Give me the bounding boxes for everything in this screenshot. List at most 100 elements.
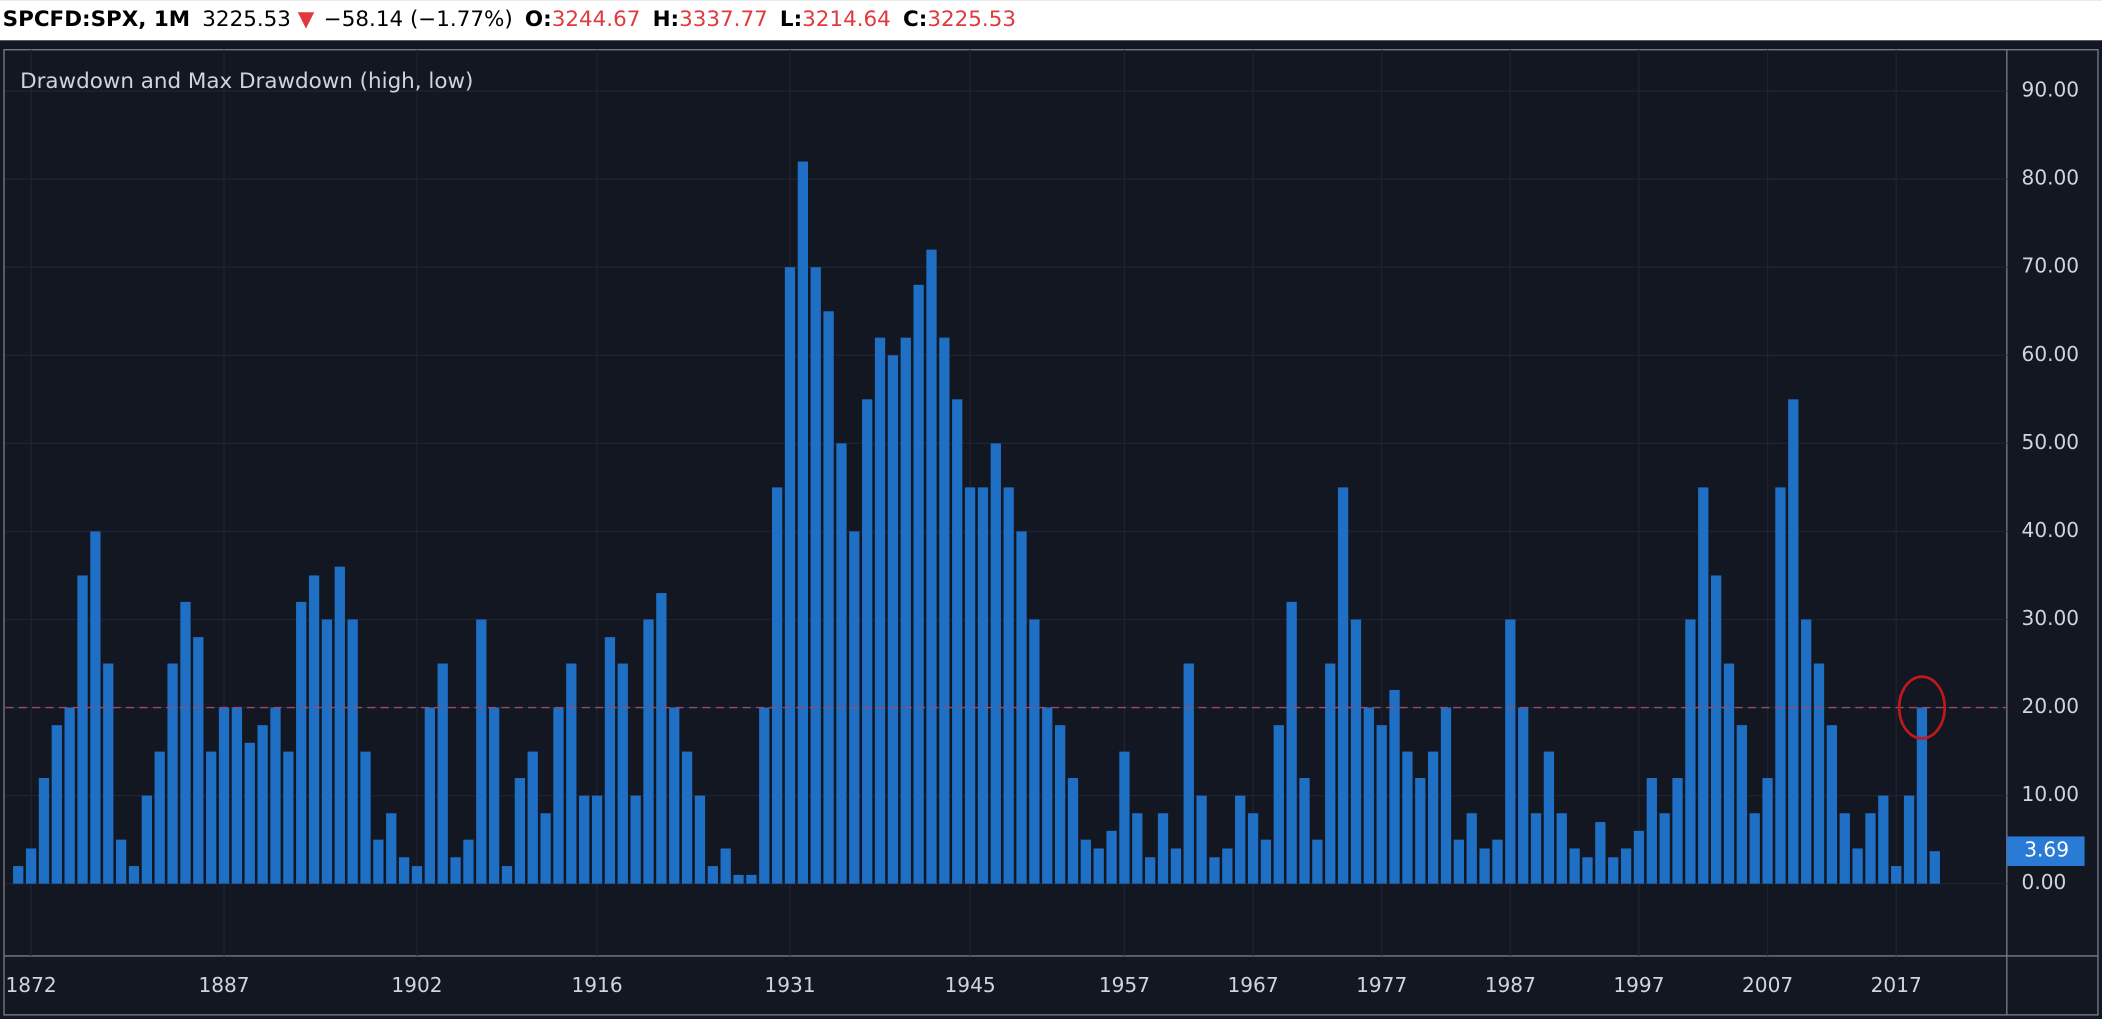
x-tick-label: 1931 bbox=[764, 973, 815, 997]
bar bbox=[141, 795, 152, 884]
bar bbox=[1505, 619, 1516, 884]
y-tick-label: 10.00 bbox=[2022, 782, 2080, 806]
bar bbox=[1723, 663, 1735, 884]
bar bbox=[1813, 663, 1825, 884]
bar bbox=[360, 751, 371, 884]
h-label: H: bbox=[653, 7, 680, 32]
y-tick-label: 90.00 bbox=[2022, 78, 2080, 102]
bar bbox=[1106, 830, 1117, 884]
y-tick-label: 0.00 bbox=[2022, 870, 2067, 894]
bar bbox=[1530, 813, 1542, 884]
bar bbox=[51, 725, 62, 884]
bar bbox=[1003, 487, 1014, 884]
o-label: O: bbox=[525, 7, 552, 32]
x-tick-label: 1967 bbox=[1227, 973, 1278, 997]
bar bbox=[154, 751, 165, 884]
x-tick-label: 1916 bbox=[571, 973, 622, 997]
bar bbox=[746, 874, 757, 884]
bar bbox=[1685, 619, 1696, 884]
bar bbox=[952, 399, 963, 884]
bar bbox=[553, 707, 564, 884]
bar bbox=[1916, 707, 1928, 884]
x-tick-label: 1957 bbox=[1099, 973, 1150, 997]
x-tick-label: 1977 bbox=[1356, 973, 1407, 997]
bar bbox=[527, 751, 538, 884]
bar bbox=[1273, 725, 1284, 884]
bar bbox=[1852, 848, 1863, 884]
bar bbox=[1569, 848, 1580, 884]
bar bbox=[797, 161, 809, 884]
bar bbox=[1479, 848, 1490, 884]
c-value: 3225.53 bbox=[927, 7, 1016, 32]
bar bbox=[591, 795, 603, 884]
bar bbox=[308, 575, 320, 884]
bar bbox=[218, 707, 230, 884]
bar bbox=[450, 857, 461, 884]
symbol[interactable]: SPCFD:SPX, 1M bbox=[3, 7, 190, 32]
bar bbox=[1183, 663, 1194, 884]
bar bbox=[1466, 813, 1477, 884]
bar bbox=[257, 725, 268, 884]
bar bbox=[1620, 848, 1632, 884]
price: 3225.53 bbox=[202, 7, 291, 32]
bar bbox=[1801, 619, 1812, 884]
change: −58.14 (−1.77%) bbox=[324, 7, 513, 32]
bar bbox=[836, 443, 847, 884]
bar bbox=[193, 637, 204, 884]
x-tick-label: 2007 bbox=[1742, 973, 1793, 997]
c-label: C: bbox=[903, 7, 927, 32]
bar bbox=[386, 813, 397, 884]
bar bbox=[1080, 839, 1091, 884]
bar bbox=[1337, 487, 1349, 884]
bar bbox=[1865, 813, 1876, 884]
bar bbox=[1363, 707, 1374, 884]
header: SPCFD:SPX, 1M 3225.53 ▼ −58.14 (−1.77%) … bbox=[3, 7, 1016, 32]
bar bbox=[694, 795, 706, 884]
bar bbox=[604, 637, 616, 884]
bar bbox=[862, 399, 873, 884]
bar bbox=[1543, 751, 1555, 884]
bar bbox=[1492, 839, 1503, 884]
bar bbox=[206, 751, 217, 884]
frame bbox=[3, 49, 2099, 1016]
bar bbox=[1518, 707, 1529, 884]
bar bbox=[759, 707, 770, 884]
bar bbox=[1839, 813, 1850, 884]
y-tick-label: 40.00 bbox=[2022, 518, 2080, 542]
bar bbox=[1260, 839, 1272, 884]
bar bbox=[1325, 663, 1336, 884]
bar bbox=[1145, 857, 1156, 884]
bar bbox=[630, 795, 641, 884]
l-label: L: bbox=[780, 7, 802, 32]
bar bbox=[1029, 619, 1040, 884]
bar bbox=[321, 619, 333, 884]
bar bbox=[1286, 601, 1297, 884]
bar bbox=[373, 839, 384, 884]
bar bbox=[1788, 399, 1799, 884]
bar bbox=[784, 267, 796, 884]
last-value-label: 3.69 bbox=[2024, 838, 2069, 862]
x-tick-label: 2017 bbox=[1871, 973, 1922, 997]
bar bbox=[501, 866, 513, 884]
x-tick-label: 1945 bbox=[945, 973, 996, 997]
bar bbox=[167, 663, 178, 884]
bar bbox=[1595, 822, 1606, 884]
bar bbox=[887, 355, 899, 884]
bar bbox=[463, 839, 474, 884]
bar bbox=[1170, 848, 1182, 884]
bar bbox=[115, 839, 127, 884]
bar bbox=[1119, 751, 1130, 884]
bar bbox=[437, 663, 448, 884]
bar bbox=[1710, 575, 1722, 884]
bar bbox=[1350, 619, 1362, 884]
bar bbox=[643, 619, 654, 884]
bar bbox=[617, 663, 628, 884]
bar bbox=[489, 707, 500, 884]
y-tick-label: 50.00 bbox=[2022, 430, 2080, 454]
bar bbox=[1582, 857, 1593, 884]
bar bbox=[1222, 848, 1233, 884]
bar bbox=[1016, 531, 1027, 884]
bar bbox=[1608, 857, 1619, 884]
bar bbox=[1054, 725, 1066, 884]
bar bbox=[1826, 725, 1838, 884]
